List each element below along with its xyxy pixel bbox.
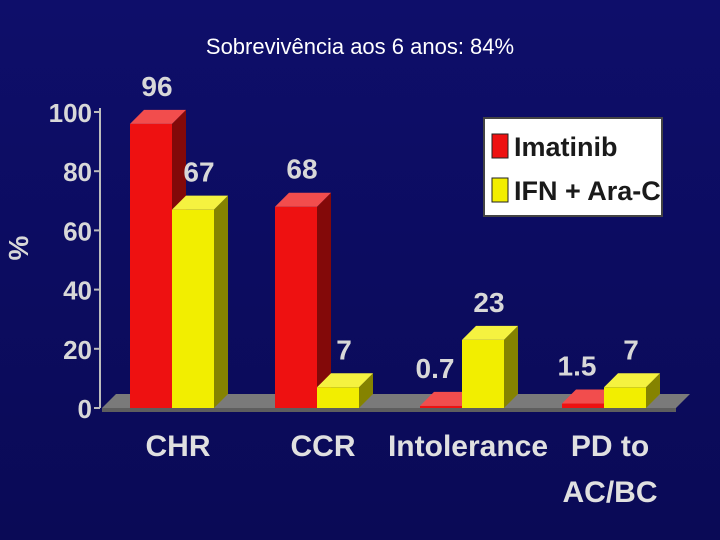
data-label: 23 <box>473 287 504 318</box>
data-label: 0.7 <box>416 353 455 384</box>
bar <box>462 339 504 408</box>
bar-side <box>317 192 331 408</box>
bar-side <box>359 373 373 408</box>
bar-side <box>214 195 228 408</box>
x-category-label: Intolerance <box>388 430 548 463</box>
y-tick-label: 80 <box>63 157 92 187</box>
bar-top <box>130 109 186 124</box>
bar-top <box>604 373 660 388</box>
bar <box>604 387 646 408</box>
data-label: 1.5 <box>558 351 597 382</box>
y-tick-label: 20 <box>63 335 92 365</box>
data-label: 68 <box>286 154 317 185</box>
legend-label: Imatinib <box>514 132 618 162</box>
legend-label: IFN + Ara-C <box>514 176 661 206</box>
x-category-label: CHR <box>146 430 211 463</box>
data-label: 7 <box>336 334 352 365</box>
legend-swatch <box>491 133 509 159</box>
slide-caption: Sobrevivência aos 6 anos: 84% <box>205 34 515 59</box>
bar <box>562 403 604 408</box>
y-tick-label: 0 <box>78 394 92 424</box>
bar-side <box>646 373 660 408</box>
y-tick-label: 60 <box>63 216 92 246</box>
bar <box>172 209 214 408</box>
bar-top <box>172 195 228 210</box>
bar <box>317 387 359 408</box>
bar <box>130 123 172 408</box>
x-category-label: CCR <box>291 430 356 463</box>
y-tick-label: 40 <box>63 276 92 306</box>
data-label: 7 <box>623 334 639 365</box>
bar <box>420 405 462 408</box>
bar-top <box>462 325 518 340</box>
legend-swatch <box>491 177 509 203</box>
legend-box <box>483 117 663 217</box>
chart-floor <box>102 394 690 408</box>
y-axis-label: % <box>3 235 34 260</box>
chart-floor-edge <box>102 408 676 412</box>
bar-side <box>504 325 518 408</box>
x-category-label: PD to <box>571 430 649 463</box>
bar <box>275 206 317 408</box>
bar-top <box>317 373 373 388</box>
data-label: 67 <box>183 157 214 188</box>
y-tick-label: 100 <box>49 98 92 128</box>
data-label: 96 <box>141 71 172 102</box>
bar-top <box>275 192 331 207</box>
x-category-label: AC/BC <box>563 476 658 509</box>
